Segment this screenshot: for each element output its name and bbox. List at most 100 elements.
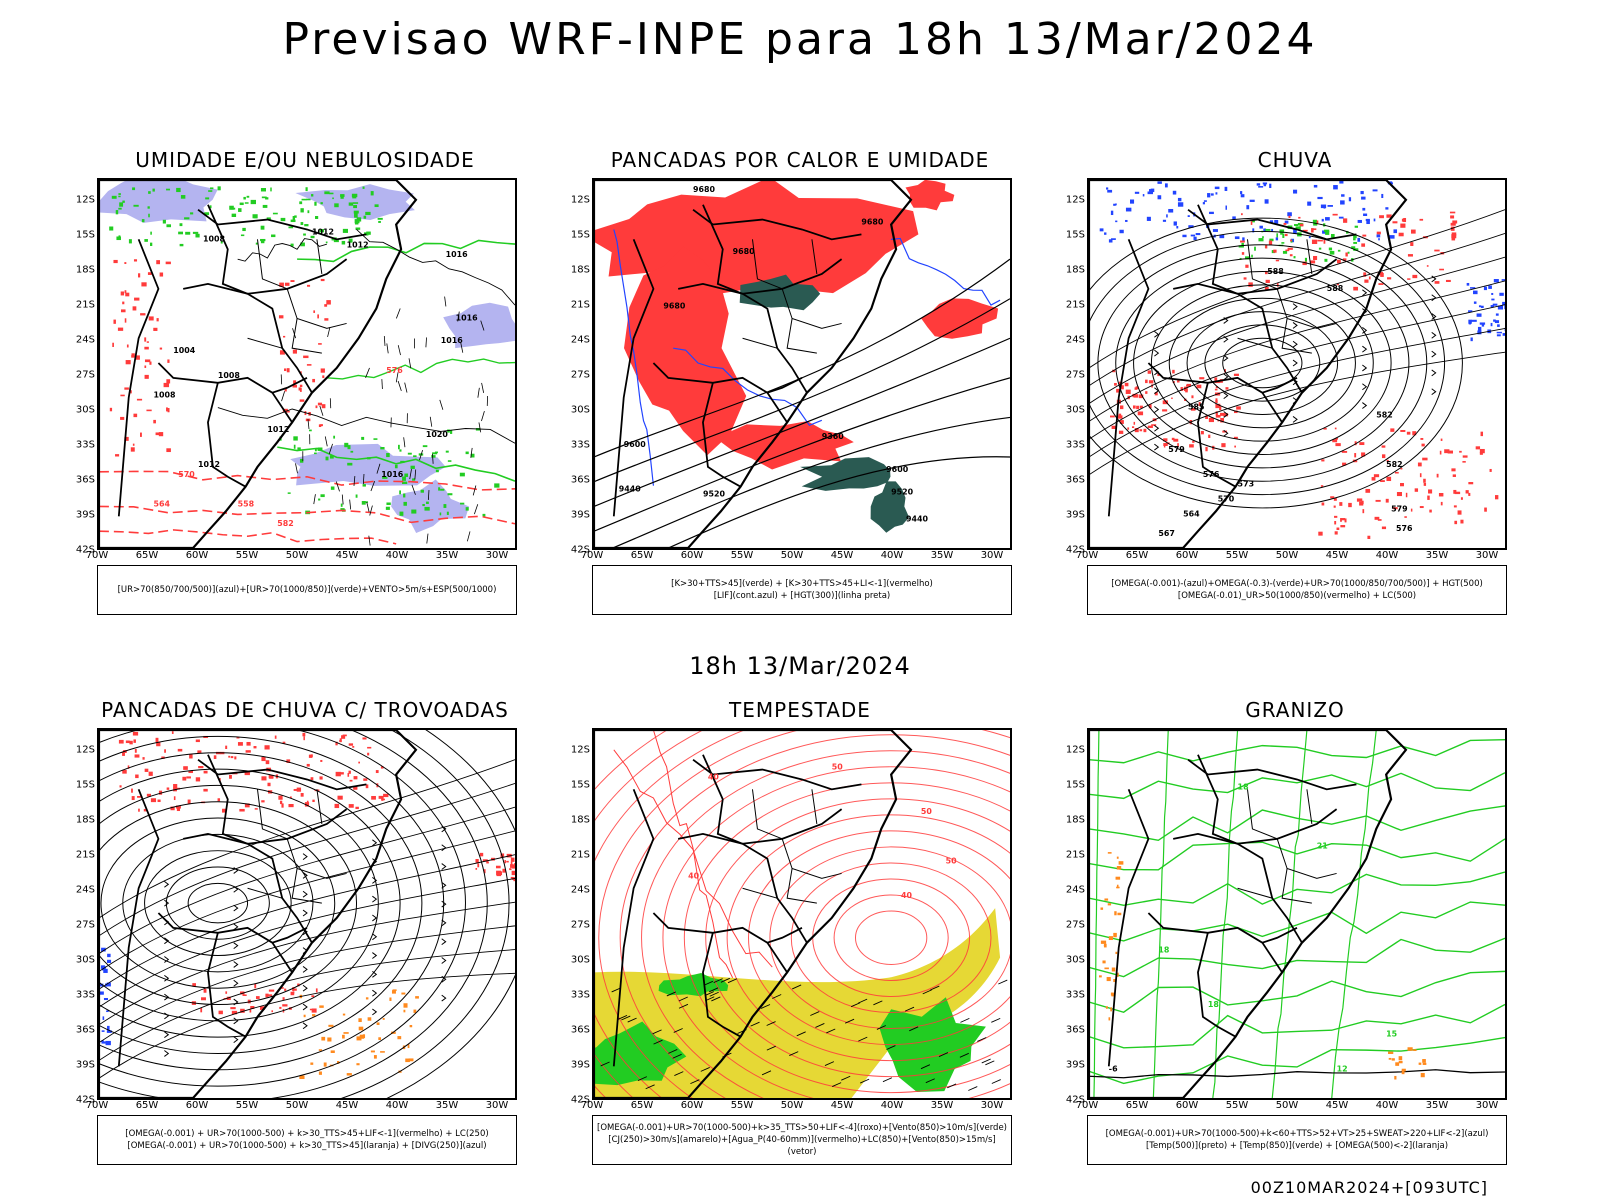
speckle bbox=[1293, 229, 1297, 234]
speckle bbox=[240, 1008, 245, 1013]
speckle bbox=[173, 796, 176, 801]
height-contour bbox=[1168, 297, 1356, 429]
speckle bbox=[299, 387, 302, 392]
speckle bbox=[239, 808, 245, 812]
lat-tick-label: 42S bbox=[75, 544, 95, 556]
speckle bbox=[339, 772, 344, 775]
speckle bbox=[398, 444, 400, 450]
speckle bbox=[1248, 282, 1253, 287]
speckle bbox=[284, 387, 287, 392]
speckle bbox=[300, 222, 304, 226]
country-border bbox=[207, 382, 247, 488]
speckle bbox=[1171, 437, 1175, 441]
speckle bbox=[1115, 203, 1117, 206]
speckle bbox=[470, 453, 475, 458]
speckle bbox=[1362, 234, 1367, 237]
legend-box: [OMEGA(-0.001)+UR>70(1000-500)+k<60+TTS>… bbox=[1087, 1115, 1507, 1165]
speckle bbox=[170, 806, 175, 811]
lon-tick-label: 70W bbox=[85, 1100, 109, 1111]
speckle bbox=[1411, 229, 1416, 234]
speckle bbox=[290, 280, 295, 282]
lon-axis: 70W 65W 60W 55W 50W 45W 40W 35W 30W bbox=[86, 1100, 517, 1114]
wind-vector bbox=[930, 985, 940, 991]
streamline bbox=[165, 866, 270, 940]
wind-vector bbox=[335, 481, 340, 492]
contour-label: 18 bbox=[1208, 1000, 1220, 1009]
speckle bbox=[1168, 208, 1174, 213]
country-border bbox=[197, 758, 367, 791]
speckle bbox=[106, 1010, 109, 1013]
wind-vector bbox=[673, 1028, 683, 1033]
speckle bbox=[1215, 400, 1218, 403]
contour-label: 1016 bbox=[381, 470, 404, 479]
wind-vector bbox=[876, 1025, 886, 1030]
speckle bbox=[348, 238, 353, 243]
speckle bbox=[1146, 216, 1151, 221]
speckle bbox=[312, 799, 315, 803]
speckle bbox=[1107, 189, 1113, 193]
speckle bbox=[148, 771, 153, 776]
speckle bbox=[334, 803, 340, 809]
speckle bbox=[146, 793, 151, 797]
speckle bbox=[307, 210, 310, 214]
speckle bbox=[1269, 183, 1272, 189]
lon-tick-label: 70W bbox=[580, 1100, 604, 1111]
speckle bbox=[1406, 431, 1411, 435]
state-border bbox=[781, 838, 842, 879]
speckle bbox=[1337, 249, 1341, 252]
speckle bbox=[99, 991, 104, 995]
map-pancadas-calor: 9680968096809600952094409360960095209440… bbox=[594, 180, 1010, 548]
speckle bbox=[167, 408, 170, 413]
speckle bbox=[1258, 186, 1264, 188]
speckle bbox=[447, 460, 452, 462]
state-border bbox=[247, 337, 283, 349]
lat-tick-label: 30S bbox=[1065, 954, 1085, 966]
lat-tick-label: 27S bbox=[1065, 369, 1085, 381]
streamline bbox=[1089, 209, 1505, 369]
speckle bbox=[1100, 940, 1107, 944]
wind-vector bbox=[824, 1061, 835, 1066]
speckle bbox=[150, 242, 153, 246]
country-border bbox=[183, 282, 248, 295]
speckle bbox=[267, 782, 271, 787]
map-trovoadas bbox=[99, 730, 515, 1098]
speckle bbox=[1108, 936, 1113, 941]
speckle bbox=[351, 193, 358, 198]
lon-tick-label: 30W bbox=[485, 1100, 509, 1111]
wind-vector bbox=[886, 1045, 896, 1050]
speckle bbox=[1282, 233, 1285, 238]
speckle bbox=[1491, 298, 1495, 301]
speckle bbox=[1180, 387, 1183, 391]
speckle bbox=[133, 204, 139, 207]
contour-label: 573 bbox=[1238, 480, 1255, 489]
speckle bbox=[354, 219, 360, 224]
speckle bbox=[1407, 254, 1413, 257]
speckle bbox=[130, 390, 132, 394]
speckle bbox=[1116, 884, 1119, 889]
speckle bbox=[1289, 254, 1293, 257]
speckle bbox=[1111, 967, 1116, 972]
speckle bbox=[512, 864, 515, 869]
speckle bbox=[1366, 220, 1370, 225]
speckle bbox=[124, 387, 129, 390]
speckle bbox=[1182, 234, 1187, 238]
wind-vector bbox=[860, 1078, 870, 1084]
speckle bbox=[1310, 260, 1316, 264]
wind-vector bbox=[478, 422, 482, 433]
lat-axis: 12S 15S 18S 21S 24S 27S 30S 33S 36S 39S 42S bbox=[554, 178, 590, 556]
speckle bbox=[1440, 438, 1443, 441]
speckle bbox=[1491, 292, 1494, 295]
speckle bbox=[359, 1034, 365, 1038]
wind-area-green bbox=[658, 973, 729, 997]
speckle bbox=[1134, 428, 1139, 433]
speckle bbox=[144, 239, 148, 242]
streamline bbox=[598, 730, 1010, 1098]
speckle bbox=[1223, 413, 1229, 417]
speckle bbox=[475, 868, 478, 870]
wind-vector bbox=[700, 1066, 710, 1072]
state-border bbox=[256, 239, 288, 290]
wind-vector bbox=[760, 1004, 771, 1009]
speckle bbox=[1115, 876, 1121, 880]
speckle bbox=[118, 207, 122, 210]
